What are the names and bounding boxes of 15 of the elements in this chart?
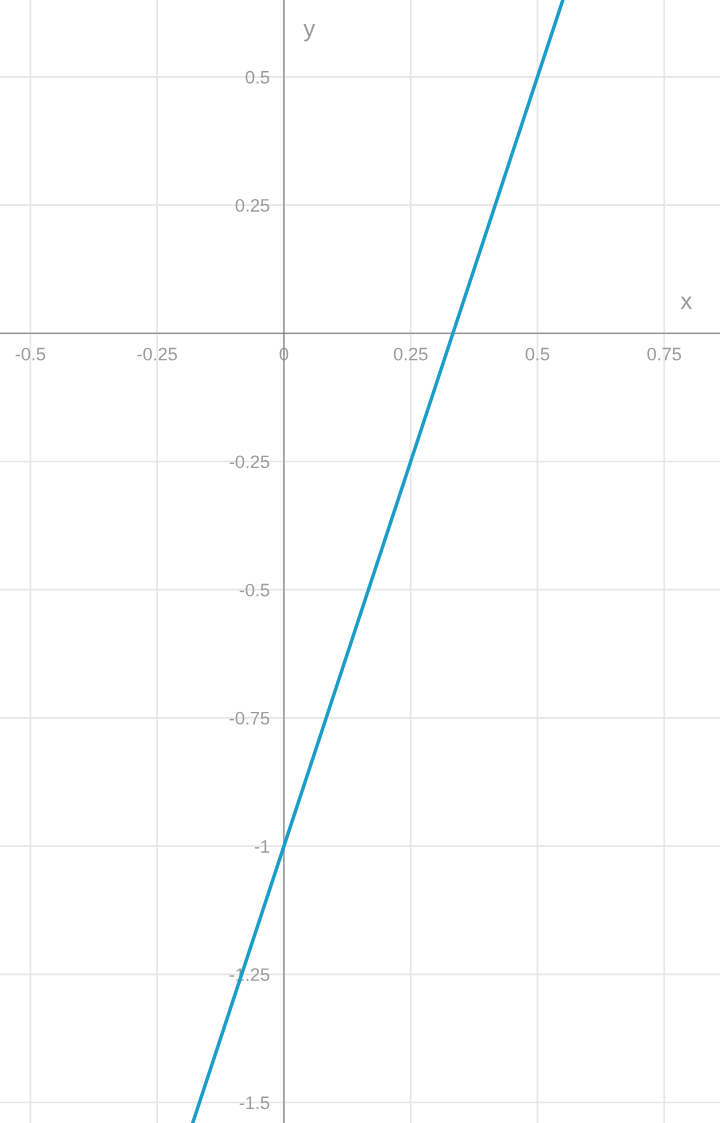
line-series — [190, 0, 565, 1123]
y-tick-label: -1 — [254, 840, 270, 853]
x-tick-label: 0.75 — [647, 347, 682, 361]
y-tick-label: -0.5 — [239, 583, 270, 597]
y-tick-label: -0.75 — [229, 711, 270, 725]
y-tick-label: -1.5 — [239, 1096, 270, 1110]
y-tick-label: 0.25 — [235, 199, 270, 212]
x-tick-label: -0.5 — [15, 347, 46, 361]
y-axis-title: y — [303, 24, 316, 42]
x-axis-title: x — [680, 296, 692, 309]
y-tick-label: 0.5 — [245, 70, 270, 84]
y-tick-label: -0.25 — [229, 455, 270, 469]
x-tick-label: -0.25 — [137, 347, 178, 361]
x-tick-label: 0.5 — [525, 347, 550, 361]
x-tick-label: 0.25 — [393, 347, 428, 361]
